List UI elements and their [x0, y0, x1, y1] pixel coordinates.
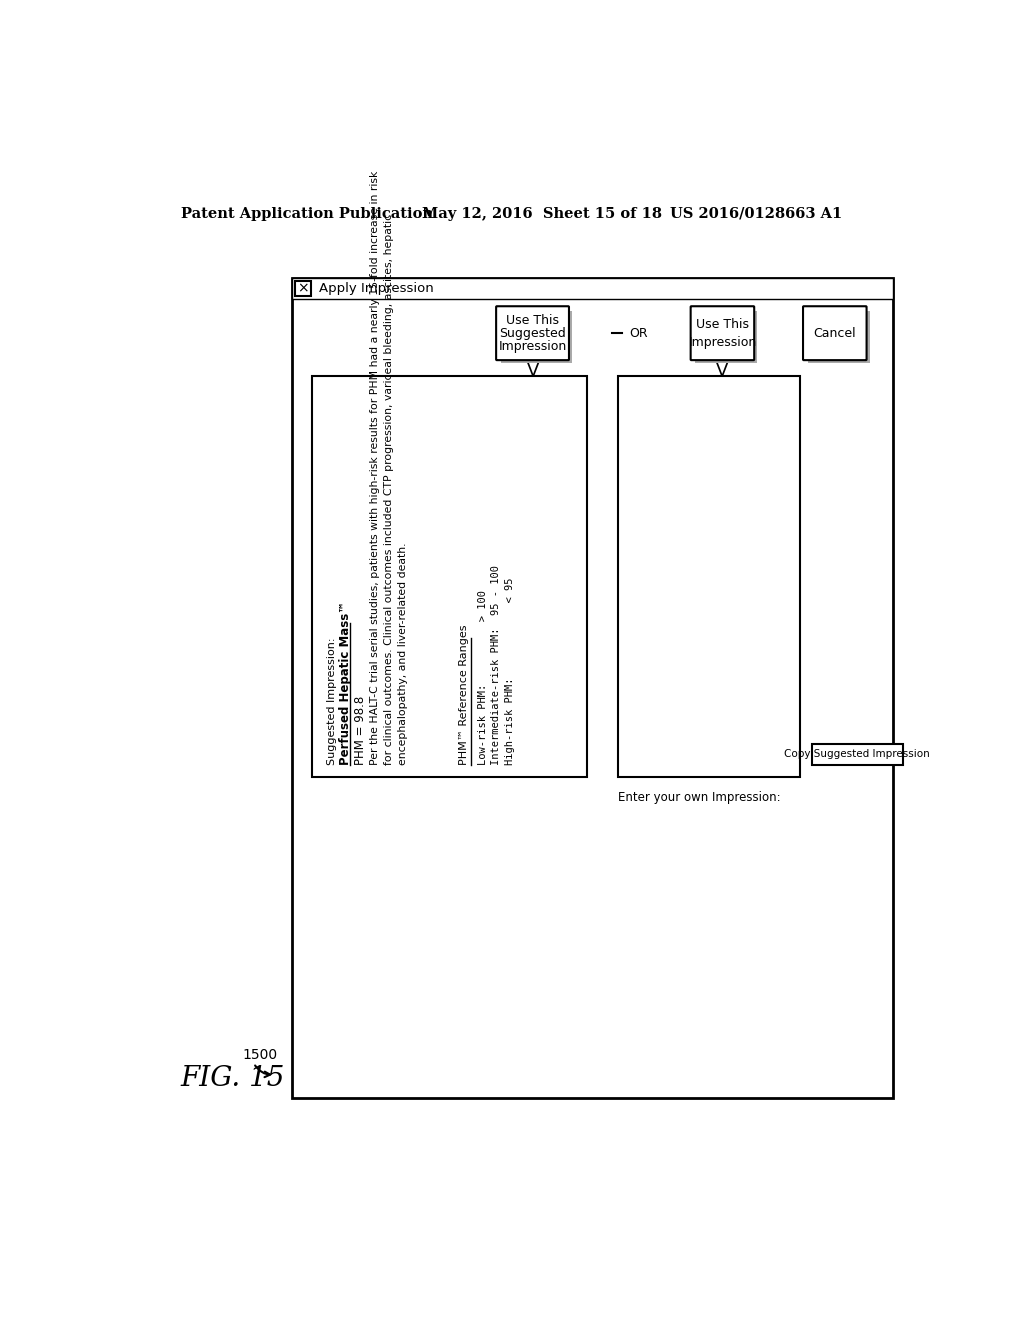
Text: Use This: Use This	[506, 314, 559, 326]
Text: US 2016/0128663 A1: US 2016/0128663 A1	[671, 207, 843, 220]
Bar	[311, 376, 587, 776]
Text: PHM™ Reference Ranges: PHM™ Reference Ranges	[459, 624, 469, 766]
Text: Patent Application Publication: Patent Application Publication	[180, 207, 433, 220]
Text: OR: OR	[630, 326, 648, 339]
Text: High-risk PHM:            < 95: High-risk PHM: < 95	[505, 578, 515, 766]
Bar	[617, 376, 800, 776]
Text: ×: ×	[297, 281, 309, 296]
Text: Suggested: Suggested	[499, 326, 566, 339]
Text: Per the HALT-C trial serial studies, patients with high-risk results for PHM had: Per the HALT-C trial serial studies, pat…	[370, 170, 380, 766]
Text: Impression: Impression	[688, 335, 757, 348]
Bar	[812, 743, 903, 766]
Text: Suggested Impression:: Suggested Impression:	[328, 638, 337, 766]
Bar	[501, 312, 572, 363]
Text: encephalopathy, and liver-related death.: encephalopathy, and liver-related death.	[397, 543, 408, 766]
Text: 1500: 1500	[243, 1048, 278, 1063]
Text: for clinical outcomes. Clinical outcomes included CTP progression, variceal blee: for clinical outcomes. Clinical outcomes…	[384, 214, 394, 766]
Text: FIG. 15: FIG. 15	[180, 1065, 285, 1092]
FancyBboxPatch shape	[690, 306, 755, 360]
Text: Perfused Hepatic Mass™: Perfused Hepatic Mass™	[339, 601, 352, 766]
Text: Copy Suggested Impression: Copy Suggested Impression	[784, 750, 930, 759]
Text: Cancel: Cancel	[813, 326, 856, 339]
Bar	[695, 312, 758, 363]
Bar	[292, 277, 893, 300]
FancyBboxPatch shape	[803, 306, 866, 360]
Bar	[808, 312, 869, 363]
Text: PHM = 98.8: PHM = 98.8	[354, 696, 368, 766]
Text: Enter your own Impression:: Enter your own Impression:	[617, 791, 780, 804]
Text: V: V	[526, 363, 539, 380]
Text: May 12, 2016  Sheet 15 of 18: May 12, 2016 Sheet 15 of 18	[423, 207, 663, 220]
Text: Apply Impression: Apply Impression	[319, 282, 434, 296]
Text: Impression: Impression	[499, 339, 566, 352]
Bar	[295, 281, 311, 296]
Text: Intermediate-risk PHM:  95 - 100: Intermediate-risk PHM: 95 - 100	[492, 565, 502, 766]
Bar	[292, 277, 893, 1098]
Text: Use This: Use This	[696, 318, 749, 331]
Text: V: V	[716, 363, 729, 380]
FancyBboxPatch shape	[496, 306, 569, 360]
Text: Low-risk PHM:          > 100: Low-risk PHM: > 100	[478, 590, 488, 766]
